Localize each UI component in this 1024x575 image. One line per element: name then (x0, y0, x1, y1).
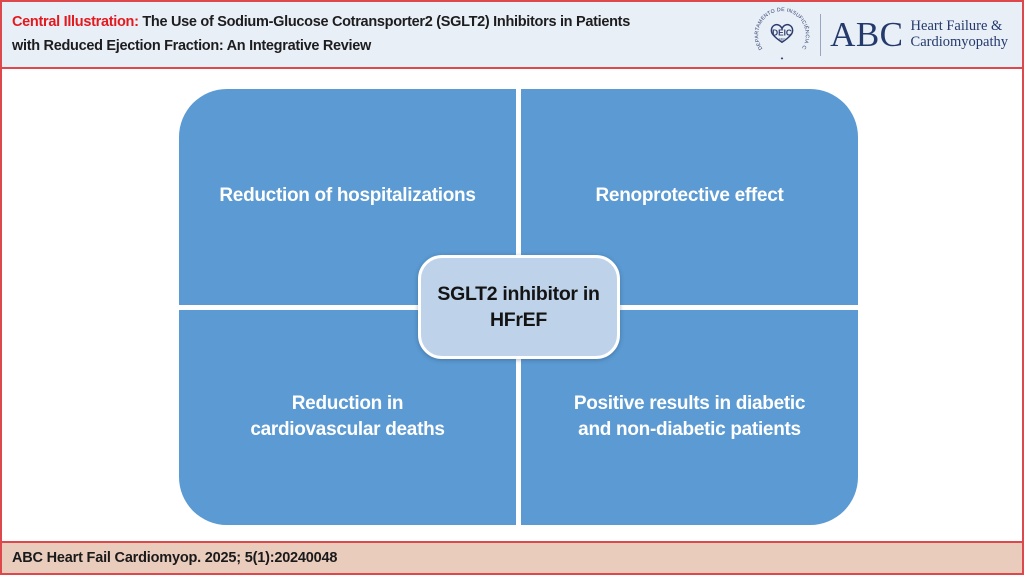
deic-seal-icon: DEPARTAMENTO DE INSUFICIÊNCIA CARDÍACA D… (753, 6, 811, 60)
quadrant-top-left: Reduction of hospitalizations (179, 89, 516, 305)
center-box-line1: SGLT2 inhibitor in (437, 282, 600, 305)
logo-divider (820, 13, 822, 56)
page-title: Central Illustration: The Use of Sodium-… (12, 11, 630, 57)
quadrant-label: Renoprotective effect (595, 185, 784, 207)
title-label: Central Illustration: (12, 14, 139, 31)
brand-lockup: ABC Heart Failure & Cardiomyopathy (830, 17, 1008, 52)
title-line2: with Reduced Ejection Fraction: An Integ… (12, 37, 372, 54)
quadrant-label: Reduction of hospitalizations (219, 185, 476, 207)
citation-text: ABC Heart Fail Cardiomyop. 2025; 5(1):20… (12, 550, 338, 566)
journal-logo: DEPARTAMENTO DE INSUFICIÊNCIA CARDÍACA D… (753, 6, 1008, 64)
quadrant-diagram: Reduction of hospitalizations Renoprotec… (179, 89, 858, 525)
brand-line2: Cardiomyopathy (910, 33, 1008, 50)
seal-sub-text: SBC (779, 37, 786, 41)
footer: ABC Heart Fail Cardiomyop. 2025; 5(1):20… (2, 541, 1022, 573)
quadrant-label: Positive results in diabetic and non-dia… (573, 392, 806, 441)
title-line1: The Use of Sodium-Glucose Cotransporter2… (138, 14, 630, 31)
seal-diamond-icon (780, 56, 784, 60)
seal-center-text: DEIC (772, 28, 792, 37)
header: Central Illustration: The Use of Sodium-… (2, 2, 1022, 69)
brand-initials: ABC (830, 15, 904, 54)
heart-icon (770, 23, 794, 43)
center-box: SGLT2 inhibitor in HFrEF (417, 255, 620, 359)
brand-name: Heart Failure & Cardiomyopathy (910, 17, 1008, 51)
brand-line1: Heart Failure & (910, 17, 1003, 34)
center-box-line2: HFrEF (489, 309, 547, 331)
quadrant-label: Reduction in cardiovascular deaths (250, 392, 445, 441)
